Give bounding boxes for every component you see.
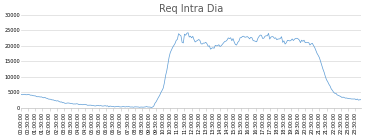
Title: Req Intra Dia: Req Intra Dia bbox=[159, 4, 223, 14]
